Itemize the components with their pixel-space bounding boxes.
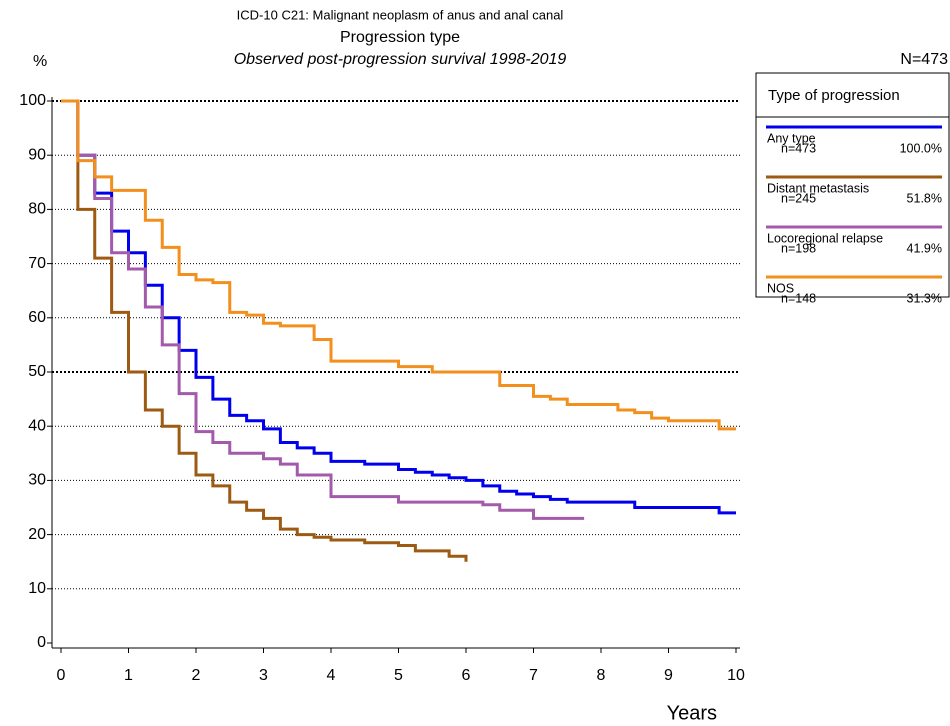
y-axis-label: % bbox=[33, 53, 47, 70]
legend-count: n=198 bbox=[781, 241, 816, 255]
y-tick-label: 40 bbox=[28, 417, 46, 434]
x-tick-label: 2 bbox=[192, 667, 201, 684]
y-tick-label: 20 bbox=[28, 526, 46, 543]
x-tick-label: 3 bbox=[259, 667, 268, 684]
y-tick-label: 70 bbox=[28, 255, 46, 272]
total-count: N=473 bbox=[900, 51, 948, 68]
legend-share: 51.8% bbox=[907, 191, 942, 205]
legend-count: n=473 bbox=[781, 141, 816, 155]
chart-title: ICD-10 C21: Malignant neoplasm of anus a… bbox=[237, 7, 564, 22]
legend-title: Type of progression bbox=[768, 87, 900, 104]
survival-curve bbox=[61, 99, 468, 562]
y-tick-label: 80 bbox=[28, 201, 46, 218]
legend-share: 31.3% bbox=[907, 291, 942, 305]
x-tick-label: 6 bbox=[462, 667, 471, 684]
x-tick-label: 9 bbox=[664, 667, 673, 684]
legend-share: 41.9% bbox=[907, 241, 942, 255]
chart-subtitle: Observed post-progression survival 1998-… bbox=[234, 51, 567, 68]
x-tick-label: 1 bbox=[124, 667, 133, 684]
chart-subtitle: Progression type bbox=[340, 29, 460, 46]
legend-box bbox=[755, 72, 950, 298]
y-tick-label: 30 bbox=[28, 472, 46, 489]
y-tick-label: 0 bbox=[37, 634, 46, 651]
legend-count: n=245 bbox=[781, 191, 816, 205]
survival-curve bbox=[61, 99, 736, 431]
x-tick-label: 0 bbox=[57, 667, 66, 684]
survival-curve bbox=[61, 99, 585, 520]
y-tick-label: 60 bbox=[28, 309, 46, 326]
legend-label: Locoregional relapse bbox=[767, 231, 883, 245]
x-tick-label: 7 bbox=[529, 667, 538, 684]
legend-label: NOS bbox=[767, 281, 794, 295]
x-tick-label: 4 bbox=[327, 667, 336, 684]
x-tick-label: 8 bbox=[597, 667, 606, 684]
legend-label: Any type bbox=[767, 131, 816, 145]
x-axis-label: Years bbox=[667, 702, 717, 724]
legend-share: 100.0% bbox=[900, 141, 942, 155]
y-tick-label: 100 bbox=[19, 92, 46, 109]
x-tick-label: 5 bbox=[394, 667, 403, 684]
y-tick-label: 90 bbox=[28, 146, 46, 163]
legend-count: n=148 bbox=[781, 291, 816, 305]
legend-label: Distant metastasis bbox=[767, 181, 869, 195]
y-tick-label: 10 bbox=[28, 580, 46, 597]
y-tick-label: 50 bbox=[28, 363, 46, 380]
x-tick-label: 10 bbox=[727, 667, 745, 684]
